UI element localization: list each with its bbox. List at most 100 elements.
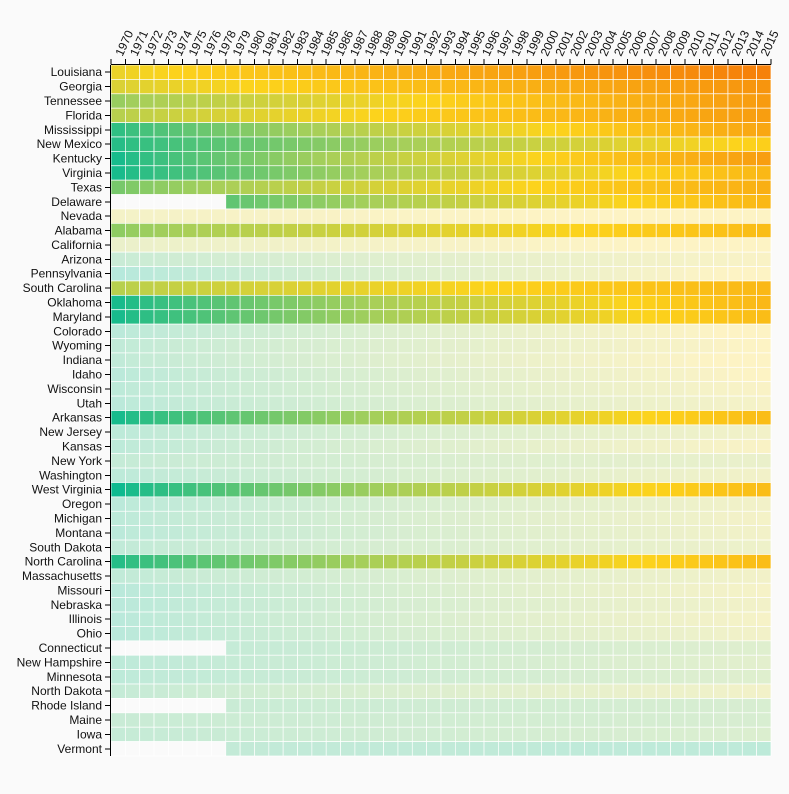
heatmap-cell [483,381,499,397]
heatmap-cell [297,136,313,152]
heatmap-cell [254,467,270,483]
heatmap-cell [455,611,471,627]
heatmap-cell [153,294,169,311]
heatmap-cell [426,683,442,699]
heatmap-cell [268,223,284,239]
heatmap-cell [325,366,341,383]
heatmap-cell [612,280,628,296]
heatmap-cell [440,496,456,512]
heatmap-cell [541,208,557,224]
heatmap-cell [512,79,528,95]
heatmap-cell [569,626,585,642]
heatmap-cell [254,107,270,123]
heatmap-cell [239,122,255,138]
heatmap-cell [139,741,155,757]
heatmap-cell [354,453,370,469]
heatmap-cell [641,107,657,123]
heatmap-cell [698,467,714,483]
heatmap-cell [153,107,169,123]
heatmap-cell [297,64,313,80]
heatmap-cell [713,669,729,685]
heatmap-cell [211,122,227,138]
heatmap-cell [411,309,427,325]
heatmap-cell [297,568,313,584]
heatmap-cell [526,712,542,728]
heatmap-cell [756,741,772,757]
heatmap-cell [153,712,169,728]
heatmap-cell [311,582,327,598]
heatmap-cell [655,294,671,311]
heatmap-cell [239,698,255,714]
heatmap-cell [368,467,384,483]
heatmap-cell [584,179,600,195]
heatmap-cell [411,525,427,541]
heatmap-cell [627,194,643,210]
heatmap-cell [741,366,757,383]
heatmap-cell [268,669,284,685]
heatmap-cell [368,410,384,426]
heatmap-cell [541,554,557,570]
heatmap-cell [584,683,600,699]
heatmap-cell [254,712,270,728]
heatmap-cell [698,266,714,282]
heatmap-cell [655,496,671,512]
heatmap-cell [182,611,198,627]
heatmap-cell [713,395,729,411]
heatmap-cell [182,395,198,411]
heatmap-cell [727,381,743,397]
heatmap-cell [598,323,614,339]
heatmap-cell [297,179,313,195]
heatmap-cell [139,510,155,527]
heatmap-cell [368,669,384,685]
y-axis: LouisianaGeorgiaTennesseeFloridaMississi… [17,65,111,756]
heatmap-cell [340,640,356,656]
y-tick-label: Indiana [63,353,103,367]
heatmap-cell [110,179,126,195]
heatmap-cell [211,294,227,311]
y-tick-label: Oklahoma [47,296,102,310]
heatmap-cell [397,251,413,267]
heatmap-cell [239,93,255,109]
heatmap-cell [526,539,542,555]
heatmap-cell [440,251,456,267]
heatmap-cell [569,64,585,80]
heatmap-cell [139,410,155,426]
heatmap-cell [440,194,456,210]
heatmap-cell [383,683,399,699]
heatmap-cell [268,438,284,455]
heatmap-cell [225,251,241,267]
heatmap-cell [411,424,427,440]
heatmap-cell [655,640,671,656]
heatmap-cell [612,582,628,598]
heatmap-cell [455,64,471,80]
heatmap-cell [713,352,729,368]
heatmap-cell [297,266,313,282]
heatmap-cell [268,712,284,728]
heatmap-cell [670,726,686,742]
heatmap-cell [469,698,485,714]
heatmap-cell [268,122,284,138]
heatmap-cell [598,352,614,368]
heatmap-cell [354,194,370,210]
heatmap-cell [569,654,585,670]
heatmap-cell [153,194,169,210]
heatmap-cell [627,698,643,714]
heatmap-cell [368,223,384,239]
heatmap-cell [397,640,413,656]
heatmap-cell [239,381,255,397]
heatmap-cell [756,208,772,224]
heatmap-cell [483,568,499,584]
heatmap-cell [655,611,671,627]
heatmap-cell [469,424,485,440]
heatmap-cell [282,568,298,584]
heatmap-cell [756,683,772,699]
heatmap-cell [110,323,126,339]
heatmap-cell [469,136,485,152]
heatmap-cell [641,597,657,613]
heatmap-cell [569,496,585,512]
heatmap-cell [282,79,298,95]
heatmap-cell [627,237,643,253]
heatmap-cell [397,482,413,498]
heatmap-cell [455,237,471,253]
heatmap-cell [168,352,184,368]
